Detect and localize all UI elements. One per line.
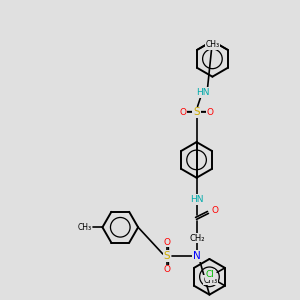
Text: CH₃: CH₃: [203, 276, 217, 285]
Text: O: O: [163, 238, 170, 247]
Text: Cl: Cl: [206, 270, 215, 279]
Text: CH₃: CH₃: [77, 223, 92, 232]
Text: CH₃: CH₃: [205, 40, 219, 50]
Text: O: O: [207, 108, 214, 117]
Text: O: O: [179, 108, 186, 117]
Text: N: N: [193, 251, 200, 261]
Text: S: S: [193, 107, 200, 117]
Text: HN: HN: [196, 88, 209, 97]
Text: CH₂: CH₂: [190, 234, 205, 243]
Text: HN: HN: [190, 195, 203, 204]
Text: O: O: [163, 266, 170, 274]
Text: S: S: [164, 251, 170, 261]
Text: CH₃: CH₃: [206, 40, 220, 50]
Text: O: O: [212, 206, 219, 215]
